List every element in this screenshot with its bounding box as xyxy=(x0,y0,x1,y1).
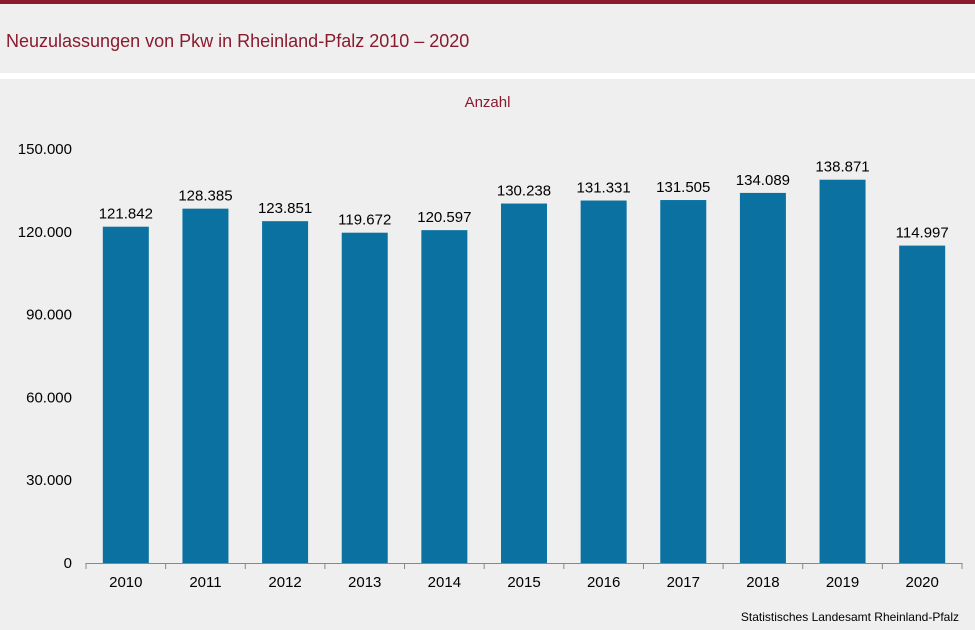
x-tick-label-2010: 2010 xyxy=(109,574,142,591)
x-tick-label-2018: 2018 xyxy=(746,574,779,591)
x-tick-label-2019: 2019 xyxy=(826,574,859,591)
x-tick-label-2016: 2016 xyxy=(587,574,620,591)
x-tick-label-2020: 2020 xyxy=(905,574,938,591)
data-label-2018: 134.089 xyxy=(736,172,790,189)
y-axis-unit-label: Anzahl xyxy=(464,94,511,111)
bar-2012 xyxy=(262,221,309,563)
x-tick-label-2013: 2013 xyxy=(348,574,381,591)
data-label-2015: 130.238 xyxy=(497,183,551,200)
data-label-2019: 138.871 xyxy=(815,159,869,176)
y-tick-label: 120.000 xyxy=(18,224,72,241)
y-tick-label: 150.000 xyxy=(18,141,72,158)
bar-2017 xyxy=(660,200,707,563)
data-label-2014: 120.597 xyxy=(417,209,471,226)
data-label-2013: 119.672 xyxy=(338,212,391,229)
y-tick-label: 60.000 xyxy=(26,389,72,406)
data-label-2017: 131.505 xyxy=(656,179,710,196)
bar-2019 xyxy=(819,179,866,563)
y-tick-label: 90.000 xyxy=(26,307,72,324)
bar-2015 xyxy=(501,203,547,563)
source-note: Statistisches Landesamt Rheinland-Pfalz xyxy=(740,610,959,624)
title-divider xyxy=(0,73,975,79)
data-label-2012: 123.851 xyxy=(258,200,312,217)
bar-2010 xyxy=(102,226,149,564)
data-label-2011: 128.385 xyxy=(178,188,232,205)
data-label-2016: 131.331 xyxy=(577,180,631,197)
bar-2020 xyxy=(899,245,946,563)
bar-2016 xyxy=(580,200,627,564)
bar-2014 xyxy=(421,230,468,563)
chart-title: Neuzulassungen von Pkw in Rheinland-Pfal… xyxy=(6,31,470,51)
top-accent-bar xyxy=(0,0,975,4)
data-label-2020: 114.997 xyxy=(896,225,949,242)
x-tick-label-2017: 2017 xyxy=(667,574,700,591)
x-tick-label-2014: 2014 xyxy=(428,574,461,591)
x-tick-label-2012: 2012 xyxy=(268,574,301,591)
bar-2018 xyxy=(739,192,786,563)
bar-2013 xyxy=(341,232,388,564)
x-tick-label-2011: 2011 xyxy=(189,574,221,591)
y-tick-label: 30.000 xyxy=(26,472,72,489)
x-tick-label-2015: 2015 xyxy=(507,574,540,591)
bar-2011 xyxy=(182,208,229,563)
y-tick-label: 0 xyxy=(64,555,72,572)
data-label-2010: 121.842 xyxy=(99,206,153,223)
